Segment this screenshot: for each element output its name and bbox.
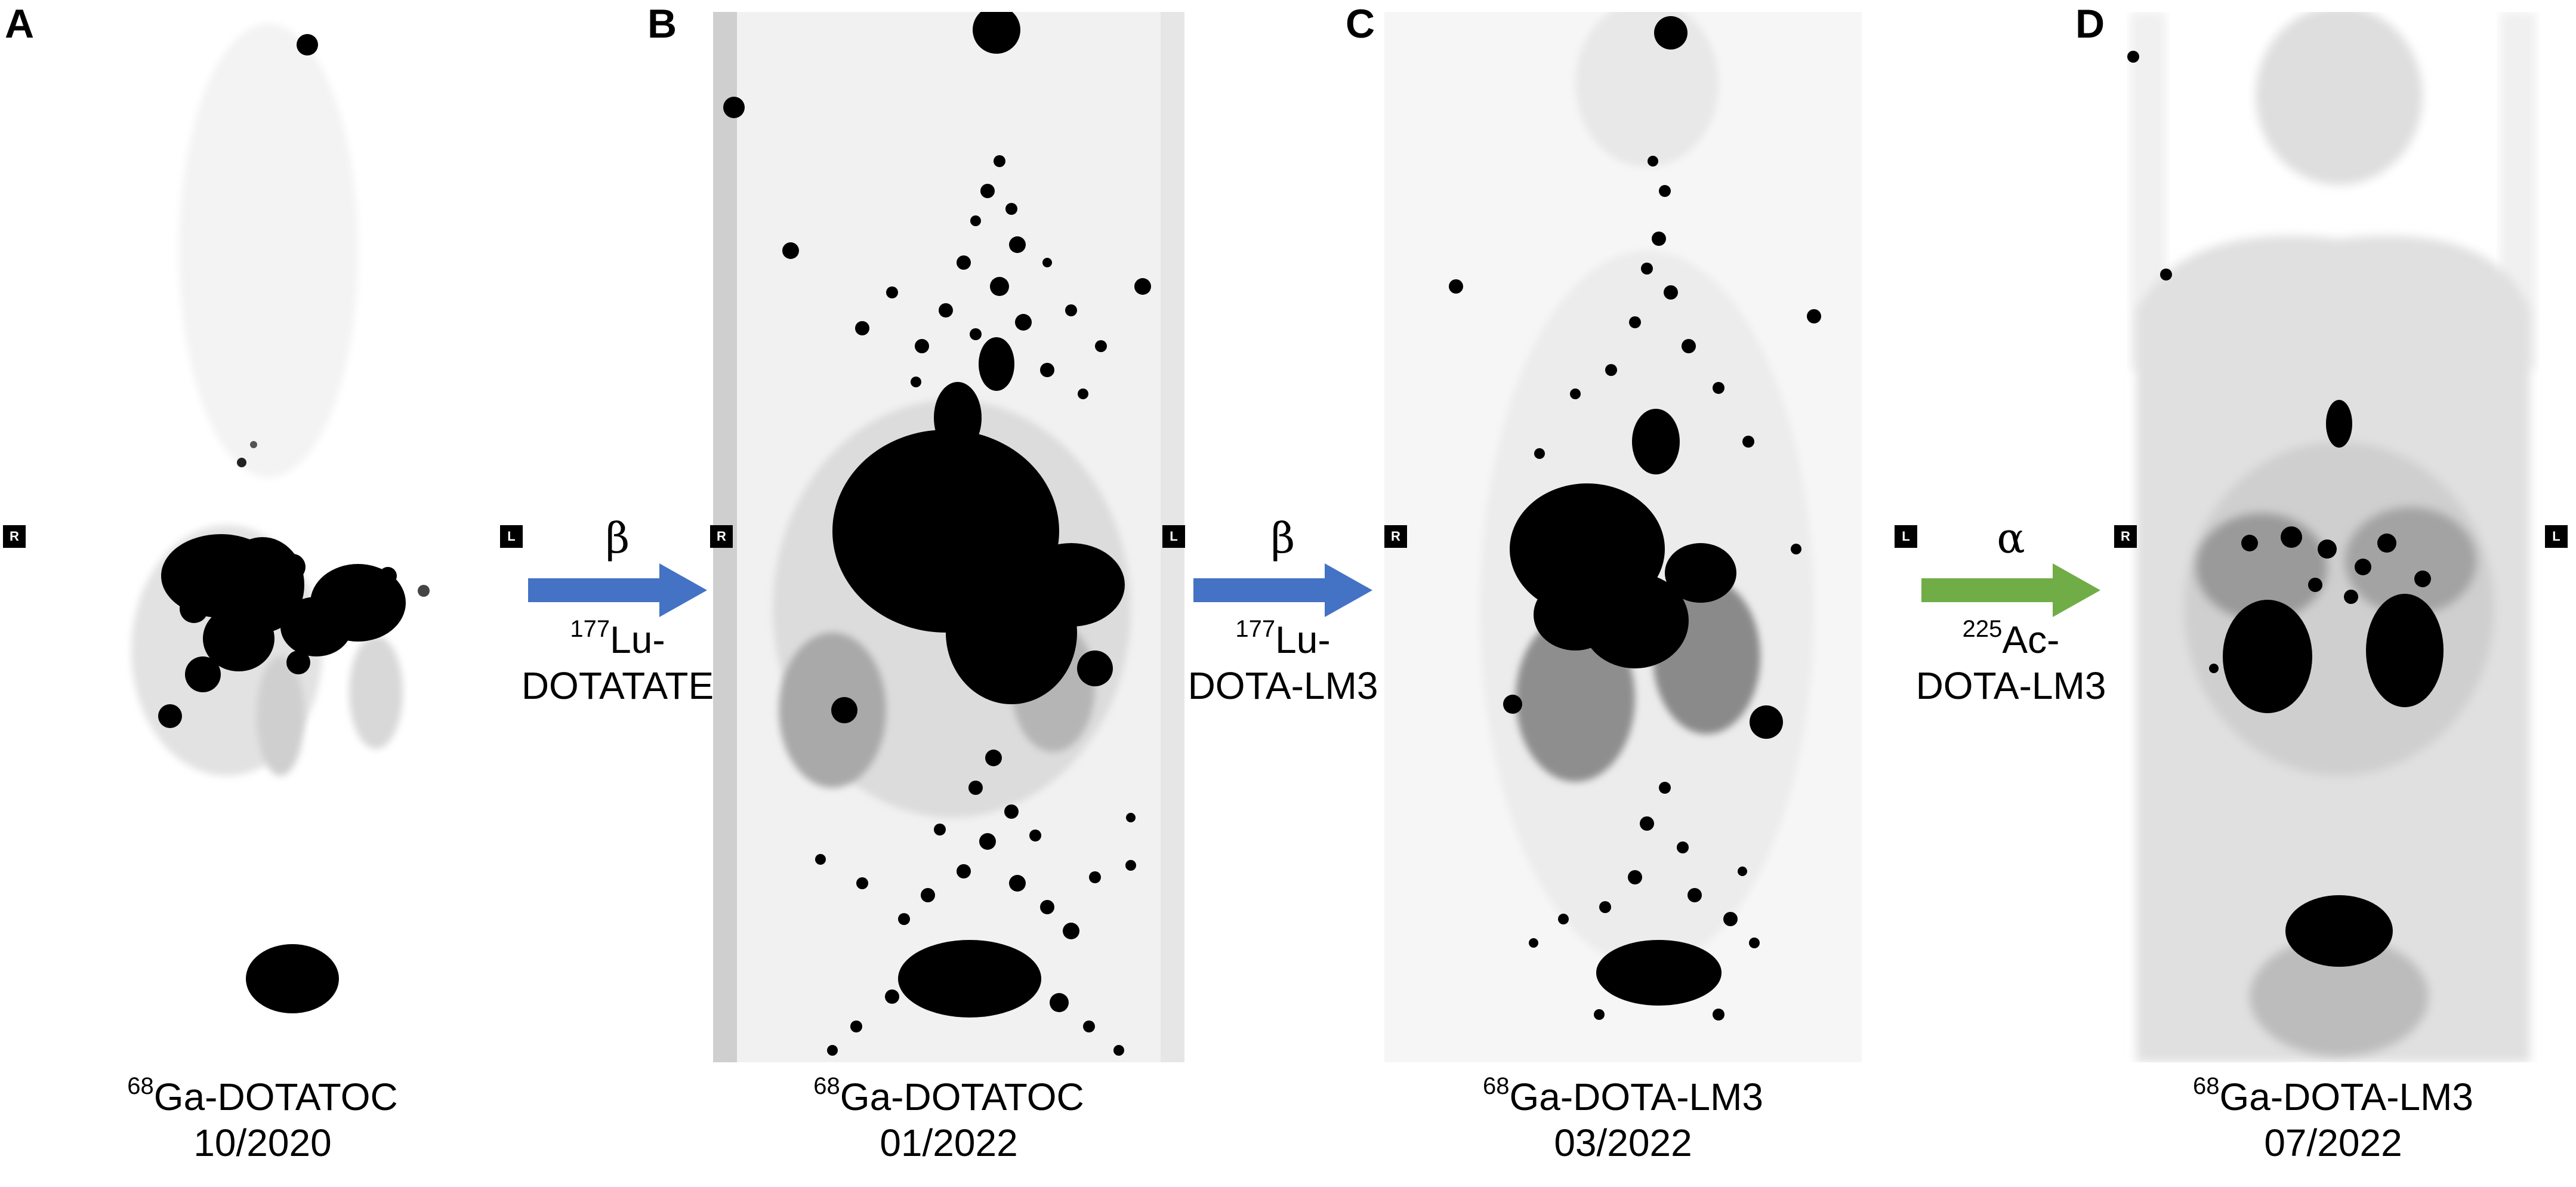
right-marker-c: R xyxy=(1384,525,1407,548)
caption-isotope-b: 68 xyxy=(813,1073,840,1099)
pet-scan-image-a xyxy=(131,24,430,1013)
therapy-agent-3a: Ac- xyxy=(2002,618,2060,661)
particle-symbol-2: β xyxy=(1270,514,1295,563)
therapy-agent-2b: DOTA-LM3 xyxy=(1187,664,1378,707)
pet-scan-c xyxy=(1384,12,1862,1062)
right-marker-d: R xyxy=(2114,525,2137,548)
panel-letter-d: D xyxy=(2075,1,2105,47)
therapy-isotope-3: 225 xyxy=(1962,616,2003,642)
caption-isotope-c: 68 xyxy=(1482,1073,1510,1099)
panel-letter-a: A xyxy=(5,1,35,47)
arrow-right-icon-3 xyxy=(1921,563,2100,617)
panel-letter-b: B xyxy=(647,1,677,47)
therapy-isotope-1: 177 xyxy=(570,616,610,642)
therapy-step-1: β 177Lu- DOTATATE xyxy=(492,513,743,709)
left-marker-d: L xyxy=(2545,525,2568,548)
left-marker-b: L xyxy=(1162,525,1185,548)
caption-isotope-a: 68 xyxy=(127,1073,154,1099)
therapy-step-2: β 177Lu- DOTA-LM3 xyxy=(1158,513,1408,709)
caption-tracer-c: Ga-DOTA-LM3 xyxy=(1509,1075,1764,1118)
left-marker-c: L xyxy=(1895,525,1917,548)
pet-scan-image-c xyxy=(1449,12,1821,1020)
pet-scan-a xyxy=(90,12,448,1038)
therapy-step-3: α 225Ac- DOTA-LM3 xyxy=(1886,513,2136,709)
particle-symbol-1: β xyxy=(605,514,630,563)
caption-d: 68Ga-DOTA-LM3 07/2022 xyxy=(2112,1073,2554,1166)
arrow-right-icon-1 xyxy=(528,563,707,617)
arrow-right-icon-2 xyxy=(1193,563,1372,617)
pet-scan-d xyxy=(2112,12,2554,1062)
caption-date-d: 07/2022 xyxy=(2264,1121,2402,1164)
right-marker-b: R xyxy=(710,525,733,548)
pet-scan-image-d xyxy=(2127,12,2536,1062)
right-marker-a: R xyxy=(3,525,26,548)
pet-scan-image-b xyxy=(713,12,1184,1062)
caption-date-b: 01/2022 xyxy=(880,1121,1018,1164)
caption-a: 68Ga-DOTATOC 10/2020 xyxy=(36,1073,489,1166)
therapy-agent-1b: DOTATATE xyxy=(521,664,714,707)
caption-tracer-a: Ga-DOTATOC xyxy=(153,1075,398,1118)
left-marker-a: L xyxy=(500,525,523,548)
caption-b: 68Ga-DOTATOC 01/2022 xyxy=(713,1073,1184,1166)
caption-date-a: 10/2020 xyxy=(193,1121,332,1164)
caption-c: 68Ga-DOTA-LM3 03/2022 xyxy=(1384,1073,1862,1166)
caption-date-c: 03/2022 xyxy=(1554,1121,1692,1164)
therapy-agent-1a: Lu- xyxy=(610,618,665,661)
particle-symbol-3: α xyxy=(1997,514,2025,563)
therapy-isotope-2: 177 xyxy=(1235,616,1276,642)
panel-letter-c: C xyxy=(1346,1,1375,47)
therapy-agent-2a: Lu- xyxy=(1275,618,1331,661)
caption-tracer-b: Ga-DOTATOC xyxy=(840,1075,1084,1118)
therapy-agent-3b: DOTA-LM3 xyxy=(1915,664,2106,707)
caption-isotope-d: 68 xyxy=(2192,1073,2220,1099)
caption-tracer-d: Ga-DOTA-LM3 xyxy=(2219,1075,2474,1118)
pet-scan-b xyxy=(713,12,1184,1062)
